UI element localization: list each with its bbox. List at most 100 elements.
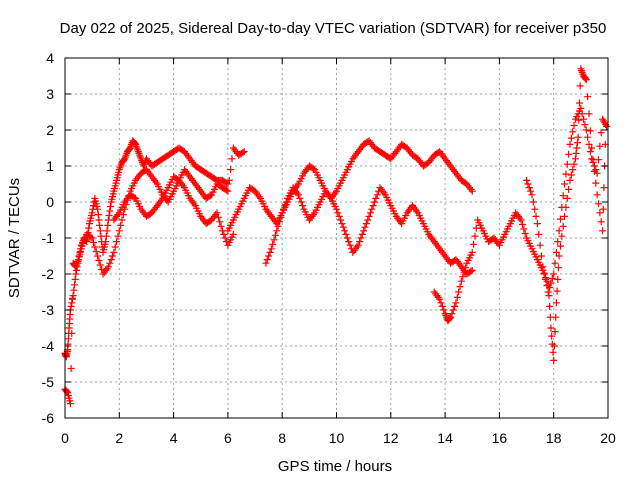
data-point (448, 310, 456, 318)
data-point (224, 180, 232, 188)
data-point (106, 259, 114, 267)
data-point (278, 209, 286, 217)
y-tick-label: 1 (46, 158, 54, 174)
data-point (542, 275, 550, 283)
data-point (72, 270, 80, 278)
data-point (113, 238, 121, 246)
data-point (114, 232, 122, 240)
data-point (76, 248, 84, 256)
data-point (96, 261, 104, 269)
data-point (281, 202, 289, 210)
data-point (548, 332, 556, 340)
data-point (558, 203, 566, 211)
data-point (455, 288, 463, 296)
data-point (297, 198, 305, 206)
data-point (228, 155, 236, 163)
data-point (68, 299, 76, 307)
data-point (90, 239, 98, 246)
data-point (96, 221, 104, 229)
data-point (346, 241, 354, 249)
data-point (102, 232, 110, 240)
data-point (549, 348, 557, 356)
data-point (95, 216, 103, 224)
data-point (527, 187, 535, 195)
data-point (593, 169, 601, 177)
x-tick-label: 8 (278, 430, 286, 446)
data-point (277, 213, 285, 221)
data-point (596, 209, 604, 217)
data-point (540, 269, 548, 277)
data-point (544, 288, 552, 296)
data-point (106, 203, 114, 210)
data-point (597, 218, 605, 226)
data-point (581, 121, 589, 129)
data-point (373, 191, 381, 199)
data-point (117, 221, 125, 229)
data-point (227, 166, 235, 174)
data-point (529, 198, 537, 206)
series-track-b (61, 144, 248, 408)
data-point (468, 266, 476, 274)
x-tick-label: 10 (329, 430, 345, 446)
data-point (565, 150, 573, 158)
data-point (518, 221, 526, 228)
data-point (471, 232, 479, 240)
data-point (333, 205, 340, 213)
data-point (275, 218, 283, 226)
x-tick-label: 4 (170, 430, 178, 446)
data-point (368, 205, 376, 213)
x-tick-label: 12 (383, 430, 399, 446)
data-point (221, 234, 229, 242)
data-point (551, 259, 559, 267)
data-point (535, 230, 543, 238)
data-point (452, 299, 460, 307)
y-tick-label: -1 (42, 230, 55, 246)
data-point (339, 223, 347, 231)
y-axis-label: SDTVAR / TECUs (6, 178, 23, 298)
data-point (596, 142, 604, 150)
data-point (220, 230, 228, 238)
grid (65, 58, 608, 418)
data-point (357, 234, 365, 242)
data-point (77, 245, 85, 253)
data-point (468, 187, 476, 195)
data-point (356, 238, 364, 246)
data-point (577, 104, 585, 112)
data-point (371, 198, 379, 206)
data-point (107, 256, 115, 264)
series-track-a (61, 137, 232, 361)
data-point (103, 227, 111, 235)
data-point (372, 194, 380, 202)
data-point (571, 155, 579, 163)
data-point (528, 191, 536, 199)
data-point (111, 243, 119, 251)
data-point (555, 227, 563, 235)
data-point (559, 222, 567, 230)
data-point (586, 127, 594, 135)
data-point (104, 221, 112, 229)
series-track-d (224, 137, 476, 235)
data-point (88, 209, 96, 217)
data-point (459, 273, 467, 281)
data-point (555, 252, 563, 260)
data-point (88, 234, 96, 242)
data-point (271, 231, 279, 239)
data-point (561, 180, 569, 188)
data-point (460, 268, 468, 276)
data-point (369, 202, 377, 210)
series-track-f (430, 65, 609, 364)
data-point (438, 302, 446, 310)
data-point (584, 133, 592, 141)
data-point (358, 230, 366, 238)
data-point (118, 216, 126, 224)
data-point (335, 212, 343, 220)
data-point (563, 194, 571, 202)
data-point (334, 209, 342, 217)
data-point (592, 166, 600, 174)
data-point (91, 243, 99, 251)
data-point (585, 110, 593, 118)
data-point (546, 302, 554, 310)
data-point (269, 240, 277, 248)
data-point (436, 295, 444, 303)
